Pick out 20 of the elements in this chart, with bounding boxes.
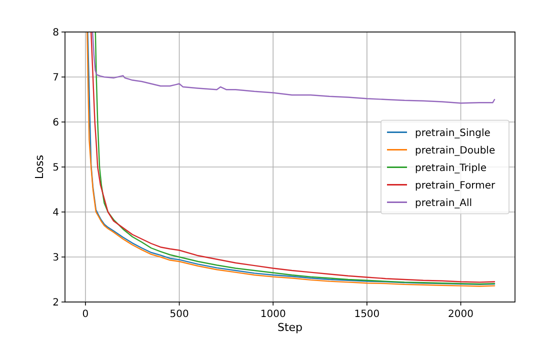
y-tick-label: 3 xyxy=(52,252,59,264)
legend-label: pretrain_All xyxy=(415,198,472,209)
line-series xyxy=(92,32,496,104)
legend-label: pretrain_Former xyxy=(415,180,496,192)
x-axis-title: Step xyxy=(277,321,303,334)
x-tick-label: 500 xyxy=(170,309,189,320)
x-tick-label: 0 xyxy=(82,309,89,320)
y-tick-label: 4 xyxy=(52,208,59,218)
legend-label: pretrain_Double xyxy=(415,145,496,156)
y-tick-label: 6 xyxy=(52,118,59,128)
legend-label: pretrain_Triple xyxy=(415,162,486,174)
legend-label: pretrain_Single xyxy=(415,128,490,139)
y-tick-label: 8 xyxy=(52,28,59,38)
y-tick-label: 5 xyxy=(52,162,59,174)
y-tick-label: 2 xyxy=(52,298,59,308)
x-tick-label: 1000 xyxy=(260,309,286,320)
x-tick-label: 1500 xyxy=(354,309,380,320)
x-tick-label: 2000 xyxy=(448,309,474,320)
y-tick-label: 7 xyxy=(52,72,59,84)
y-axis-title: Loss xyxy=(33,154,46,180)
